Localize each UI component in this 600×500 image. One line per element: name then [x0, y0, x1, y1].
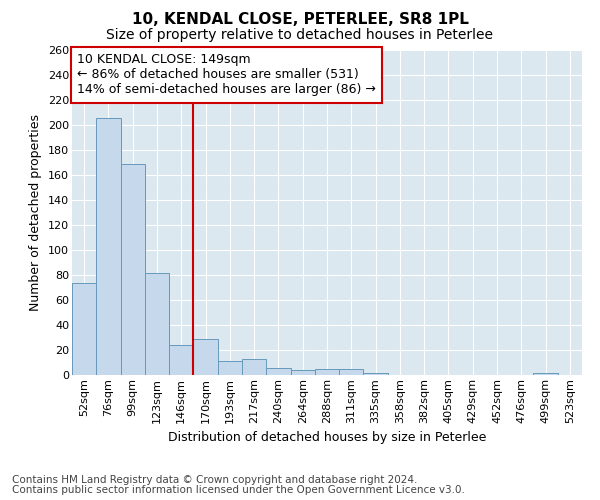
Text: 10 KENDAL CLOSE: 149sqm
← 86% of detached houses are smaller (531)
14% of semi-d: 10 KENDAL CLOSE: 149sqm ← 86% of detache… — [77, 53, 376, 96]
Text: Contains public sector information licensed under the Open Government Licence v3: Contains public sector information licen… — [12, 485, 465, 495]
Bar — [72, 282, 96, 375]
Bar — [169, 345, 193, 375]
Bar — [121, 164, 145, 375]
Bar — [339, 369, 364, 375]
Bar — [290, 370, 315, 375]
Text: Size of property relative to detached houses in Peterlee: Size of property relative to detached ho… — [107, 28, 493, 42]
Bar — [266, 368, 290, 375]
Y-axis label: Number of detached properties: Number of detached properties — [29, 114, 43, 311]
Bar — [364, 372, 388, 375]
X-axis label: Distribution of detached houses by size in Peterlee: Distribution of detached houses by size … — [168, 431, 486, 444]
Bar — [145, 272, 169, 375]
Bar — [96, 118, 121, 375]
Text: Contains HM Land Registry data © Crown copyright and database right 2024.: Contains HM Land Registry data © Crown c… — [12, 475, 418, 485]
Bar — [218, 361, 242, 375]
Bar — [193, 339, 218, 375]
Text: 10, KENDAL CLOSE, PETERLEE, SR8 1PL: 10, KENDAL CLOSE, PETERLEE, SR8 1PL — [131, 12, 469, 28]
Bar — [315, 369, 339, 375]
Bar — [533, 372, 558, 375]
Bar — [242, 359, 266, 375]
